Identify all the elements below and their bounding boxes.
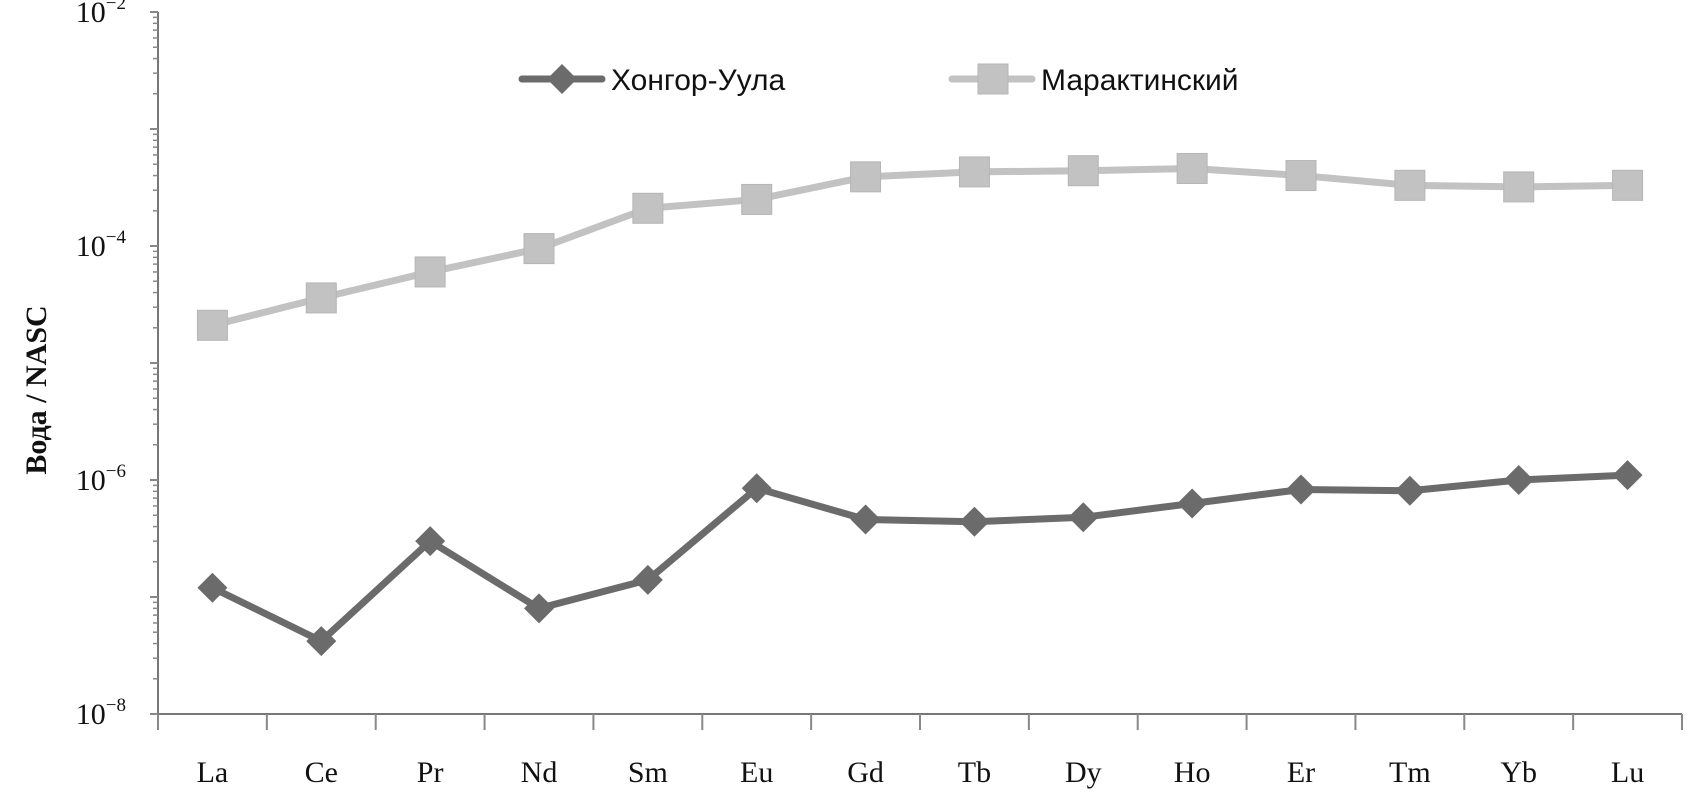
series-layer — [196, 152, 1644, 657]
data-point-marker — [1285, 160, 1317, 192]
x-tick-label: Tb — [958, 756, 991, 789]
x-tick-label: Eu — [740, 756, 773, 789]
data-point-marker — [741, 473, 772, 504]
legend-marker-maraktinsky — [977, 63, 1009, 95]
data-point-marker — [1503, 465, 1534, 495]
data-point-marker — [196, 309, 228, 341]
y-tick-base: 10 — [76, 464, 106, 497]
x-tick-label: Ho — [1174, 756, 1211, 789]
y-minor-ticks — [150, 11, 158, 715]
data-point-marker — [414, 256, 446, 288]
legend: Хонгор-Уула Марактинский — [518, 63, 1239, 97]
series-1 — [196, 152, 1644, 341]
legend-label-maraktinsky: Марактинский — [1041, 64, 1239, 97]
data-point-marker — [850, 161, 882, 193]
y-tick-label: 10−2 — [76, 0, 126, 29]
series-line — [208, 471, 1632, 645]
x-tick-label: Lu — [1611, 756, 1644, 789]
y-tick-base: 10 — [76, 0, 106, 29]
x-tick-label: Gd — [847, 756, 884, 789]
legend-item-maraktinsky: Марактинский — [948, 63, 1239, 97]
data-point-marker — [415, 526, 446, 557]
data-point-marker — [1286, 474, 1316, 505]
x-tick-label: Nd — [521, 756, 558, 789]
x-tick-label: Dy — [1065, 756, 1102, 789]
legend-label-hongor-uula: Хонгор-Уула — [611, 64, 785, 97]
data-point-marker — [1176, 152, 1208, 184]
data-point-marker — [1394, 475, 1425, 506]
data-point-marker — [632, 192, 664, 224]
data-point-marker — [1177, 488, 1208, 519]
y-tick-exponent: −2 — [106, 0, 126, 14]
data-point-marker — [1067, 155, 1099, 187]
data-point-marker — [1394, 169, 1426, 201]
y-tick-base: 10 — [76, 230, 106, 263]
x-tick-label: Pr — [417, 756, 444, 789]
data-point-marker — [305, 282, 337, 314]
series-0 — [197, 460, 1643, 657]
legend-item-hongor-uula: Хонгор-Уула — [518, 64, 785, 97]
x-tick-label: Tm — [1389, 756, 1431, 789]
y-tick-exponent: −8 — [106, 695, 126, 716]
x-tick-label: Ce — [305, 756, 338, 789]
y-tick-exponent: −4 — [106, 227, 127, 248]
x-tick-labels: La Ce Pr Nd Sm Eu Gd Tb Dy Ho Er Tm Yb Lu — [197, 756, 1645, 789]
data-point-marker — [850, 504, 881, 535]
data-point-marker — [306, 626, 337, 657]
x-tick-label: Yb — [1500, 756, 1537, 789]
y-tick-labels: 10−810−610−410−2 — [76, 0, 127, 731]
x-tick-label: La — [197, 756, 229, 789]
data-point-marker — [959, 506, 990, 537]
data-point-marker — [958, 156, 990, 188]
y-tick-base: 10 — [76, 698, 106, 731]
data-point-marker — [197, 572, 228, 603]
data-point-marker — [1612, 460, 1643, 491]
data-point-marker — [632, 564, 663, 595]
y-tick-label: 10−4 — [76, 227, 127, 263]
x-ticks — [157, 714, 1683, 730]
y-tick-label: 10−8 — [76, 695, 126, 731]
x-tick-label: Sm — [628, 756, 668, 789]
x-tick-label: Er — [1287, 756, 1315, 789]
legend-marker-hongor-uula — [547, 64, 577, 94]
y-tick-exponent: −6 — [106, 461, 126, 482]
y-tick-label: 10−6 — [76, 461, 126, 497]
data-point-marker — [524, 593, 554, 624]
data-point-marker — [1612, 169, 1644, 201]
data-point-marker — [1503, 171, 1535, 203]
data-point-marker — [741, 183, 773, 215]
series-line — [208, 164, 1632, 329]
y-axis-title: Вода / NASC — [20, 305, 53, 474]
data-point-marker — [523, 233, 555, 265]
data-point-marker — [1068, 502, 1099, 533]
